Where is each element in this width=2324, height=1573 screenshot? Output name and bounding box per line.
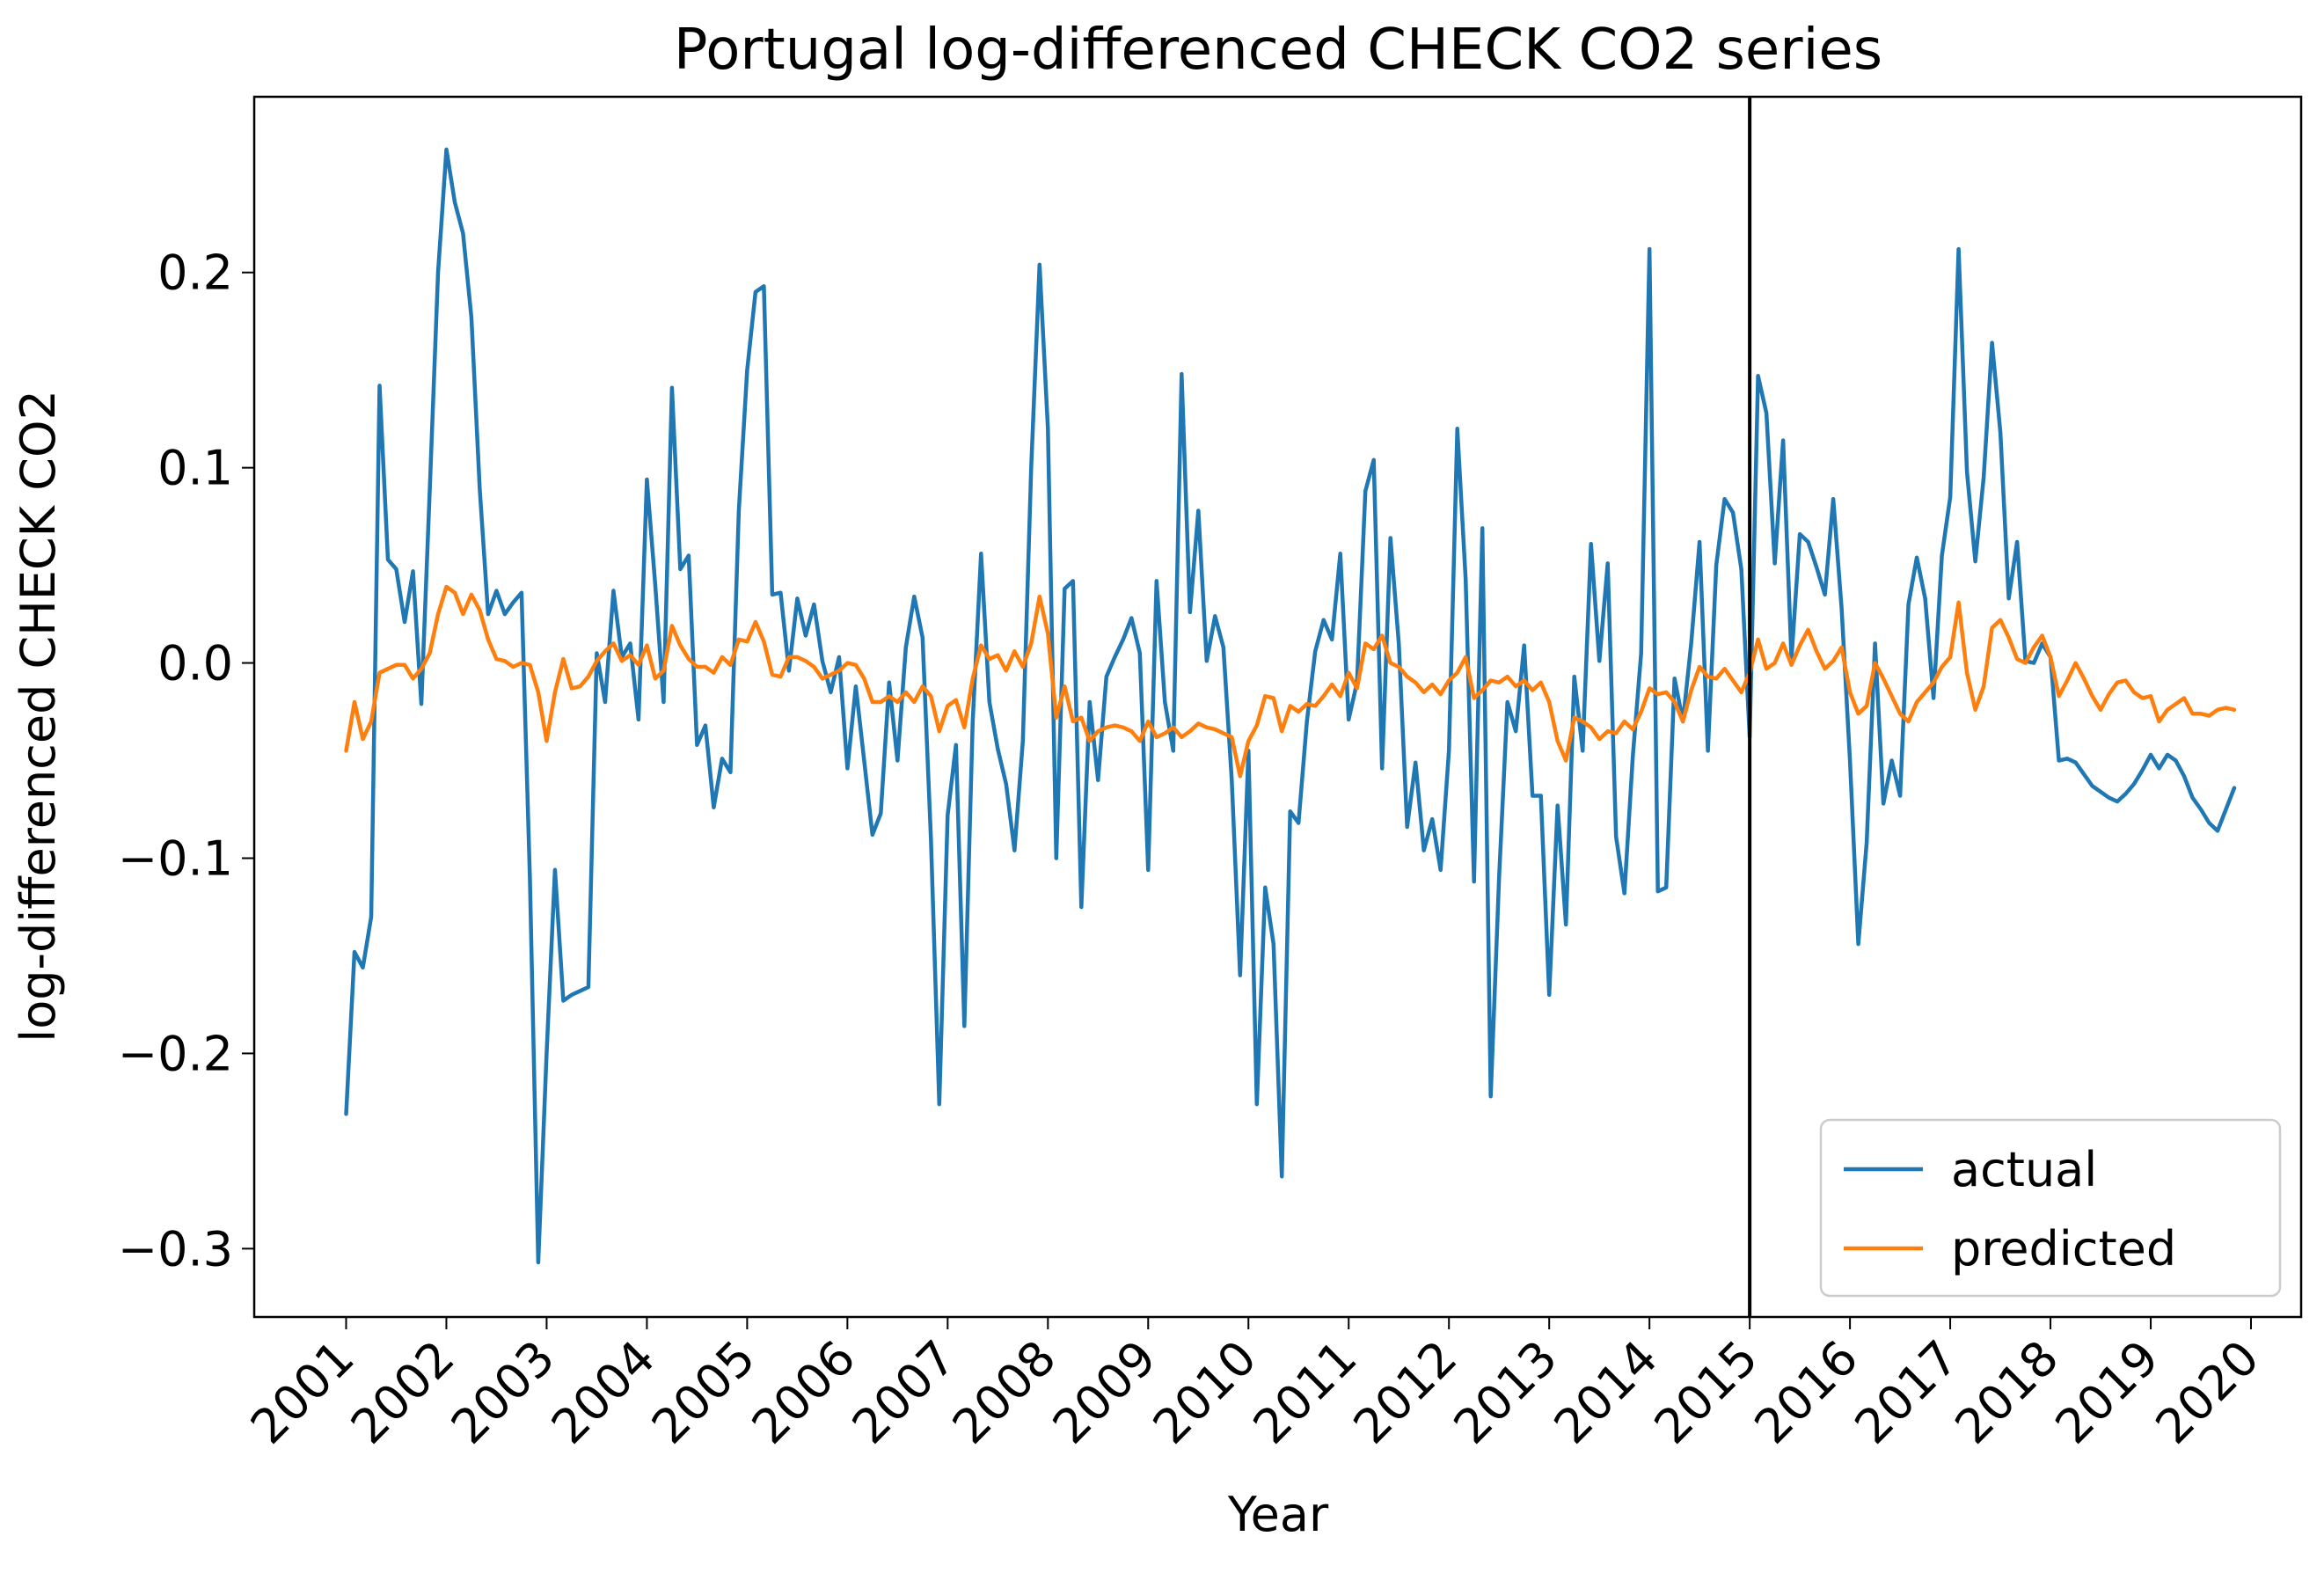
legend: actual predicted (1819, 1118, 2282, 1298)
legend-label-predicted: predicted (1951, 1221, 2176, 1277)
legend-box (1819, 1118, 2282, 1298)
y-tick-label: 0.2 (157, 245, 233, 301)
series-line-predicted (344, 584, 2237, 779)
y-tick-label: −0.2 (118, 1026, 233, 1081)
chart-title: Portugal log-differenced CHECK CO2 serie… (674, 18, 1882, 83)
axes-frame (252, 95, 2303, 1319)
y-axis-label: log-differenced CHECK CO2 (11, 390, 66, 1043)
y-tick-label: 0.1 (157, 441, 233, 496)
y-tick-label: 0.0 (157, 636, 233, 691)
y-tick-label: −0.3 (118, 1221, 233, 1277)
series-line-actual (344, 147, 2237, 1265)
x-axis-label: Year (1227, 1487, 1329, 1542)
legend-label-actual: actual (1951, 1142, 2097, 1197)
y-tick-label: −0.1 (118, 830, 233, 886)
